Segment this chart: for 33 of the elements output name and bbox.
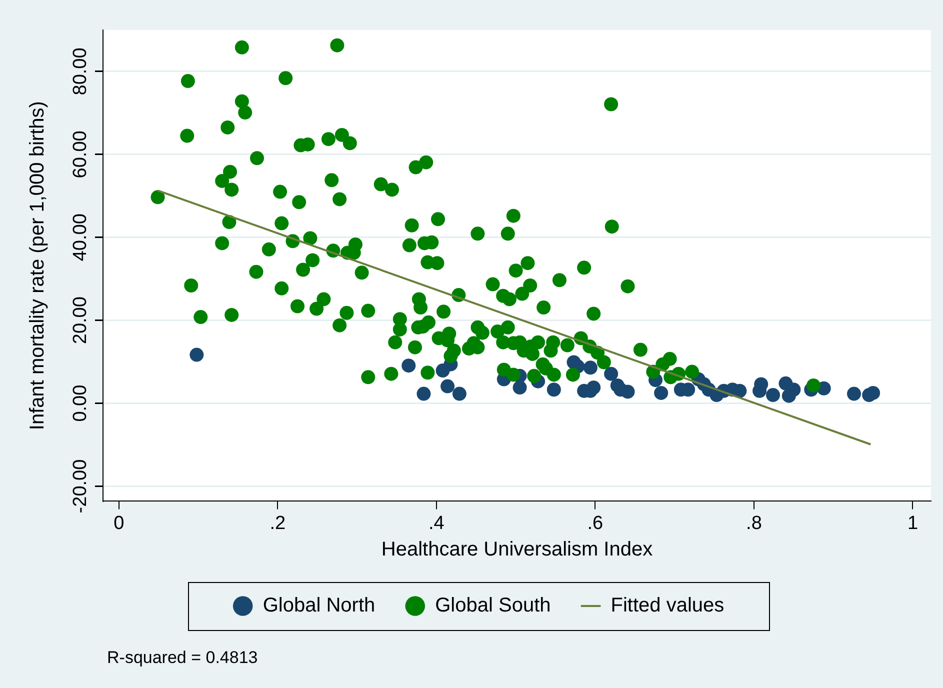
point	[546, 382, 561, 397]
y-axis-title: Infant mortality rate (per 1,000 births)	[26, 101, 49, 430]
x-tick-label: .6	[587, 512, 604, 534]
y-tick-label: 20.00	[70, 296, 92, 344]
legend-label: Global South	[435, 594, 551, 617]
x-tick-label: 0	[114, 512, 124, 534]
point	[583, 360, 598, 375]
y-tick-label: 80.00	[70, 48, 92, 96]
x-tick-label: .2	[270, 512, 286, 534]
y-tick-label: -20.00	[70, 459, 92, 514]
point	[416, 386, 431, 401]
point	[604, 366, 618, 381]
legend-label: Global North	[262, 594, 376, 617]
point	[782, 388, 796, 403]
point	[654, 386, 668, 400]
legend-label: Fitted values	[610, 594, 724, 617]
y-tick-label: 0.00	[70, 384, 92, 422]
point	[866, 386, 880, 400]
x-tick-label: .8	[746, 512, 762, 534]
point	[452, 386, 466, 401]
point	[614, 382, 628, 397]
point	[512, 380, 527, 395]
point	[846, 386, 861, 401]
text: R-squared = 0.4813	[107, 648, 258, 667]
x-tick-label: 1	[907, 512, 918, 534]
y-tick-label: 40.00	[70, 214, 92, 262]
point	[440, 379, 455, 394]
x-axis-title: Healthcare Universalism Index	[381, 538, 653, 561]
y-tick-label: 60.00	[70, 130, 92, 178]
x-tick-label: .4	[428, 512, 445, 534]
point	[190, 348, 204, 362]
point	[402, 358, 416, 373]
point	[766, 388, 780, 402]
